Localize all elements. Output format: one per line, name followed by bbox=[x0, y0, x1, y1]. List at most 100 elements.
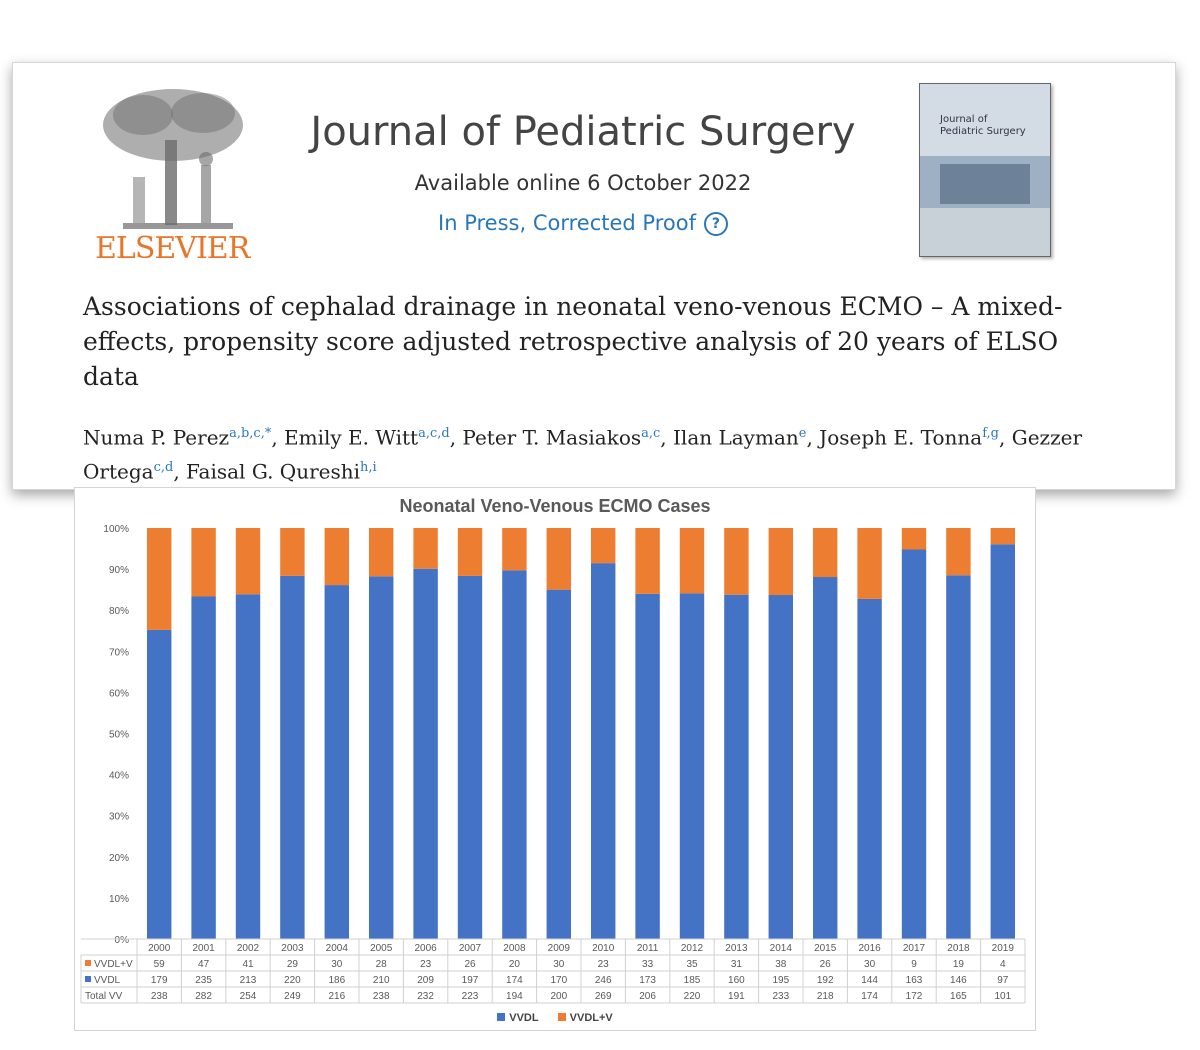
table-cell-value: 192 bbox=[817, 975, 834, 986]
table-cell-value: 33 bbox=[642, 959, 654, 970]
table-cell-value: 233 bbox=[772, 991, 789, 1002]
bar-vvdl bbox=[857, 598, 882, 939]
table-cell-value: 165 bbox=[950, 991, 967, 1002]
bar-vvdl-v bbox=[546, 528, 572, 590]
publication-status[interactable]: In Press, Corrected Proof? bbox=[13, 211, 1153, 236]
elsevier-tree-logo: ELSEVIER bbox=[93, 85, 253, 266]
table-cell-value: 163 bbox=[906, 975, 923, 986]
y-tick-label: 50% bbox=[109, 730, 129, 741]
article-header-card: ELSEVIER Journal of Pediatric Surgery Av… bbox=[12, 62, 1176, 490]
bar-vvdl bbox=[635, 593, 660, 939]
y-tick-label: 70% bbox=[109, 647, 129, 658]
y-tick-label: 0% bbox=[115, 935, 130, 946]
bar-vvdl bbox=[768, 595, 794, 939]
table-cell-value: 35 bbox=[686, 959, 698, 970]
table-cell-value: 19 bbox=[953, 959, 965, 970]
table-row-label: Total VV bbox=[85, 991, 123, 1002]
x-tick-label: 2002 bbox=[237, 943, 260, 954]
table-cell-value: 186 bbox=[328, 975, 345, 986]
availability-date: Available online 6 October 2022 bbox=[414, 171, 752, 195]
y-tick-label: 20% bbox=[109, 853, 129, 864]
y-tick-label: 100% bbox=[103, 524, 129, 535]
bar-vvdl bbox=[413, 568, 438, 939]
bar-vvdl bbox=[235, 594, 261, 939]
table-cell-value: 185 bbox=[684, 975, 701, 986]
legend-item-vvdl-v: VVDL+V bbox=[557, 1012, 613, 1024]
table-cell-value: 59 bbox=[154, 959, 166, 970]
table-cell-value: 174 bbox=[506, 975, 523, 986]
bar-vvdl bbox=[324, 585, 350, 939]
table-cell-value: 195 bbox=[772, 975, 789, 986]
table-row-label: VVDL+V bbox=[94, 959, 133, 970]
table-cell-value: 30 bbox=[864, 959, 876, 970]
table-cell-value: 29 bbox=[287, 959, 299, 970]
x-tick-label: 2003 bbox=[281, 943, 304, 954]
author-name[interactable]: Gezzer Ortega bbox=[83, 425, 1083, 484]
legend-label: VVDL+V bbox=[569, 1012, 613, 1024]
table-cell-value: 23 bbox=[420, 959, 432, 970]
table-cell-value: 254 bbox=[240, 991, 257, 1002]
bar-vvdl bbox=[546, 589, 572, 939]
table-cell-value: 31 bbox=[731, 959, 743, 970]
table-cell-value: 23 bbox=[598, 959, 610, 970]
table-cell-value: 249 bbox=[284, 991, 301, 1002]
legend-item-vvdl: VVDL bbox=[497, 1012, 539, 1024]
x-tick-label: 2004 bbox=[326, 943, 349, 954]
table-cell-value: 232 bbox=[417, 991, 434, 1002]
stacked-bar-chart: Neonatal Veno-Venous ECMO Cases 0% 10% 20%… bbox=[74, 487, 1036, 1031]
author-name[interactable]: Faisal G. Qureshi bbox=[186, 459, 361, 484]
x-tick-label: 2009 bbox=[548, 943, 571, 954]
author-affiliation[interactable]: f,g bbox=[982, 426, 1000, 441]
bar-vvdl-v bbox=[457, 528, 483, 576]
table-cell-value: 144 bbox=[861, 975, 878, 986]
x-tick-label: 2000 bbox=[148, 943, 171, 954]
table-cell-value: 30 bbox=[331, 959, 343, 970]
bar-vvdl bbox=[812, 577, 838, 939]
author-name[interactable]: Ilan Layman bbox=[673, 425, 799, 450]
table-cell-value: 238 bbox=[151, 991, 168, 1002]
author-affiliation[interactable]: h,i bbox=[360, 459, 377, 475]
question-circle-icon[interactable]: ? bbox=[703, 212, 728, 236]
table-cell-value: 238 bbox=[373, 991, 390, 1002]
bar-vvdl bbox=[679, 593, 705, 939]
publisher-name: ELSEVIER bbox=[95, 231, 250, 266]
cover-bottom-panel bbox=[920, 208, 1050, 256]
bar-vvdl-v bbox=[946, 528, 971, 576]
table-cell-value: 235 bbox=[195, 975, 212, 986]
bar-vvdl bbox=[946, 575, 971, 939]
author-name[interactable]: Numa P. Perez bbox=[83, 425, 230, 450]
y-tick-label: 60% bbox=[109, 688, 129, 699]
author-name[interactable]: Peter T. Masiakos bbox=[462, 425, 642, 450]
bar-vvdl bbox=[457, 575, 483, 939]
bar-vvdl bbox=[990, 544, 1016, 939]
author-affiliation[interactable]: e bbox=[798, 426, 807, 441]
bar-vvdl-v bbox=[413, 528, 438, 569]
author-name[interactable]: Joseph E. Tonna bbox=[819, 425, 983, 450]
table-cell-value: 213 bbox=[240, 975, 257, 986]
table-cell-value: 174 bbox=[861, 991, 878, 1002]
author-affiliation[interactable]: a,c,d bbox=[418, 426, 450, 441]
legend-label: VVDL bbox=[509, 1012, 539, 1024]
table-cell-value: 4 bbox=[1000, 959, 1006, 970]
bar-vvdl-v bbox=[324, 528, 350, 586]
journal-title[interactable]: Journal of Pediatric Surgery bbox=[310, 109, 856, 155]
cover-top-panel bbox=[920, 84, 1050, 156]
author-name[interactable]: Emily E. Witt bbox=[284, 425, 419, 450]
bar-vvdl bbox=[724, 594, 749, 939]
status-link[interactable]: In Press, Corrected Proof bbox=[438, 211, 696, 235]
bar-vvdl bbox=[146, 629, 172, 939]
table-cell-value: 160 bbox=[728, 975, 745, 986]
author-affiliation[interactable]: a,b,c,* bbox=[229, 426, 272, 441]
table-cell-value: 269 bbox=[595, 991, 612, 1002]
bar-vvdl bbox=[368, 576, 394, 939]
article-title: Associations of cephalad drainage in neo… bbox=[83, 292, 1063, 391]
author-affiliation[interactable]: a,c bbox=[641, 426, 661, 441]
legend-swatch bbox=[557, 1013, 566, 1021]
y-tick-label: 10% bbox=[109, 894, 129, 905]
author-affiliation[interactable]: c,d bbox=[153, 459, 174, 475]
chart-title: Neonatal Veno-Venous ECMO Cases bbox=[399, 496, 711, 516]
table-cell-value: 220 bbox=[684, 991, 701, 1002]
journal-cover-thumbnail[interactable]: Journal of Pediatric Surgery bbox=[919, 83, 1051, 257]
tree-icon bbox=[103, 89, 243, 229]
x-tick-label: 2015 bbox=[814, 943, 837, 954]
